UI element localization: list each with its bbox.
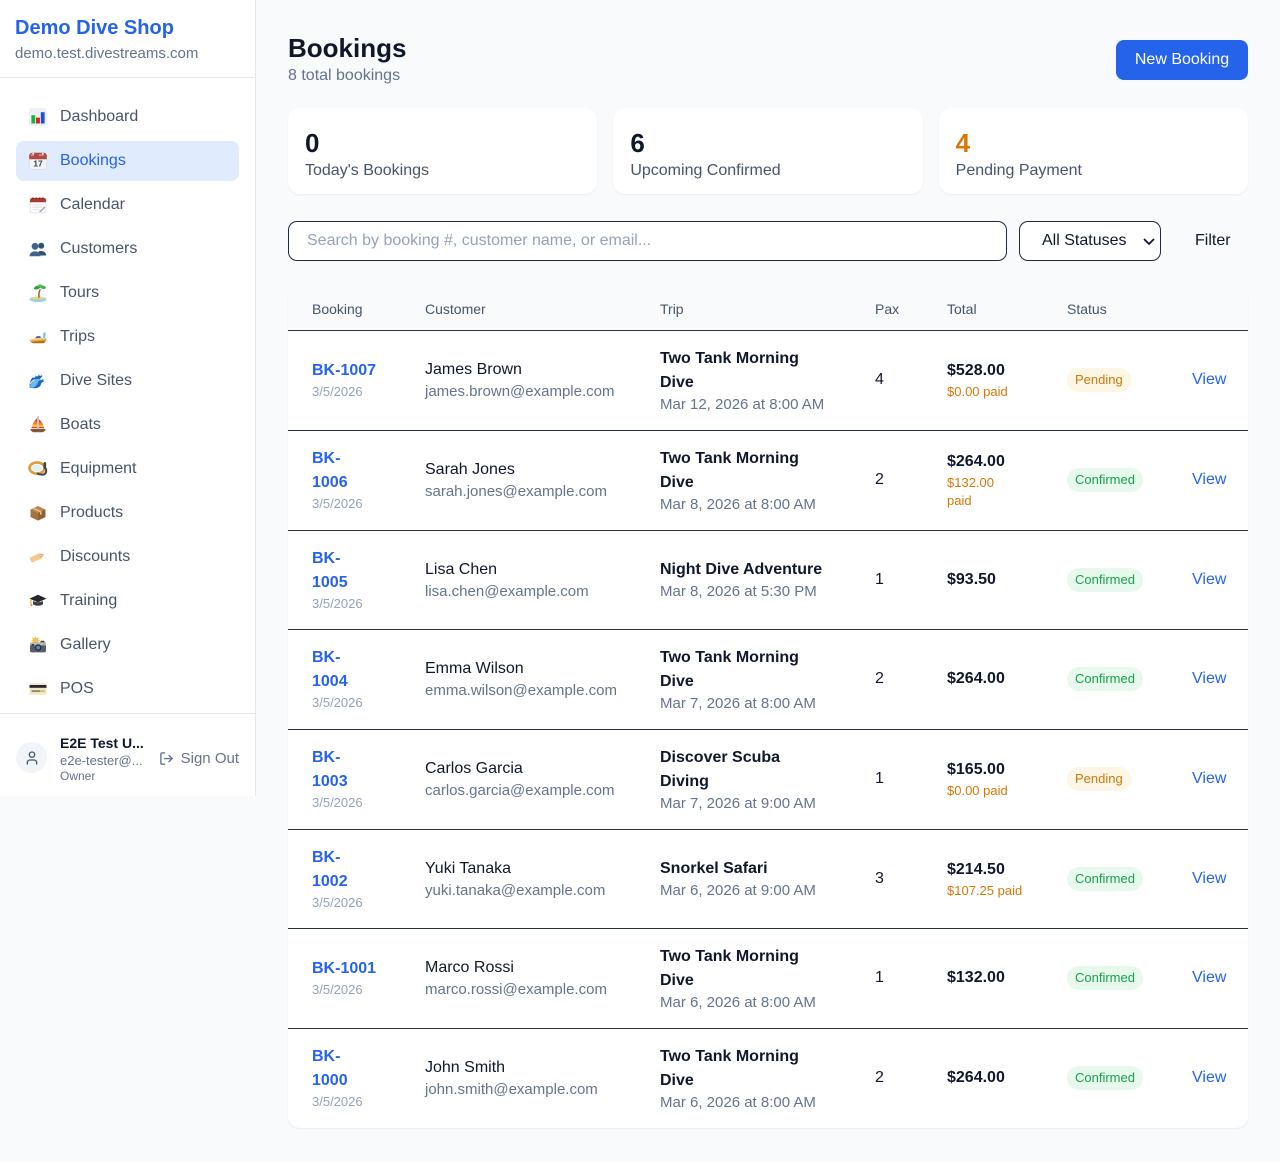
svg-text:17: 17	[33, 159, 43, 169]
